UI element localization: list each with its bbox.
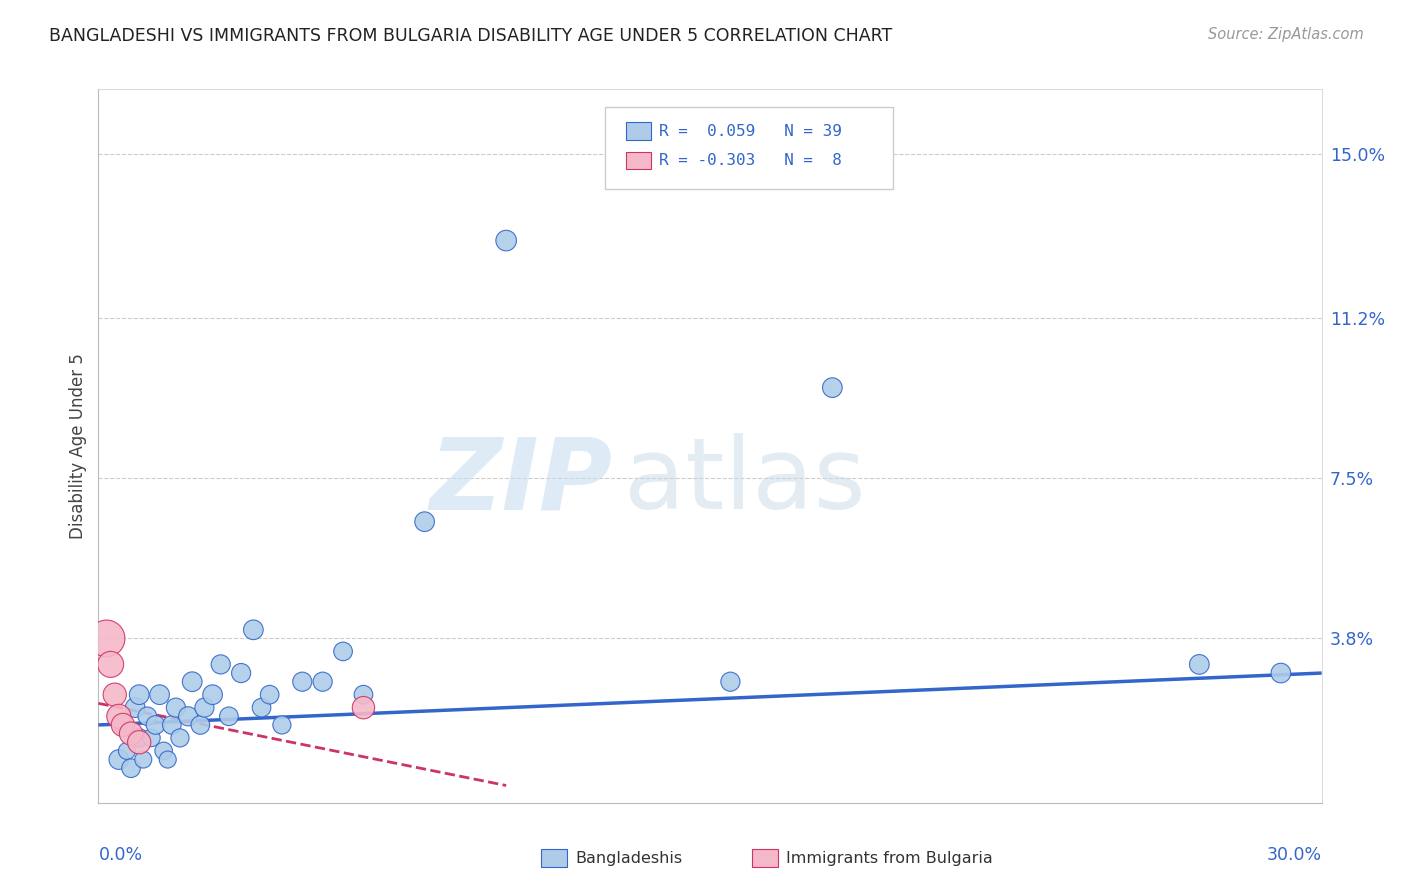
Point bbox=[120, 726, 142, 740]
Point bbox=[201, 688, 224, 702]
Text: Bangladeshis: Bangladeshis bbox=[575, 851, 682, 865]
Point bbox=[128, 735, 150, 749]
Point bbox=[352, 700, 374, 714]
Point bbox=[1270, 666, 1292, 681]
Point bbox=[128, 688, 150, 702]
Text: atlas: atlas bbox=[624, 434, 866, 530]
Text: Immigrants from Bulgaria: Immigrants from Bulgaria bbox=[786, 851, 993, 865]
Point bbox=[104, 688, 127, 702]
Point bbox=[312, 674, 335, 689]
Point bbox=[124, 700, 146, 714]
Point bbox=[218, 709, 240, 723]
Point bbox=[145, 718, 167, 732]
Point bbox=[128, 731, 150, 745]
Point bbox=[111, 718, 134, 732]
Text: ZIP: ZIP bbox=[429, 434, 612, 530]
Point bbox=[149, 688, 172, 702]
Point bbox=[242, 623, 264, 637]
Point bbox=[169, 731, 191, 745]
Point bbox=[100, 657, 122, 672]
Text: R =  0.059   N = 39: R = 0.059 N = 39 bbox=[659, 124, 842, 138]
Text: 30.0%: 30.0% bbox=[1267, 846, 1322, 863]
Point bbox=[332, 644, 354, 658]
Point bbox=[96, 632, 118, 646]
Point bbox=[136, 709, 159, 723]
Point bbox=[193, 700, 215, 714]
Point bbox=[495, 234, 517, 248]
Point bbox=[209, 657, 232, 672]
Point bbox=[152, 744, 174, 758]
Point bbox=[181, 674, 204, 689]
Point bbox=[1188, 657, 1211, 672]
Point bbox=[250, 700, 273, 714]
Point bbox=[160, 718, 183, 732]
Point bbox=[120, 761, 142, 775]
Point bbox=[111, 718, 134, 732]
Point bbox=[352, 688, 374, 702]
Point bbox=[259, 688, 281, 702]
Point bbox=[188, 718, 212, 732]
Point bbox=[231, 666, 253, 681]
Text: Source: ZipAtlas.com: Source: ZipAtlas.com bbox=[1208, 27, 1364, 42]
Text: BANGLADESHI VS IMMIGRANTS FROM BULGARIA DISABILITY AGE UNDER 5 CORRELATION CHART: BANGLADESHI VS IMMIGRANTS FROM BULGARIA … bbox=[49, 27, 893, 45]
Point bbox=[141, 731, 163, 745]
Point bbox=[108, 753, 131, 767]
Point bbox=[115, 744, 138, 758]
Point bbox=[413, 515, 436, 529]
Point bbox=[156, 753, 179, 767]
Point bbox=[165, 700, 187, 714]
Point bbox=[177, 709, 200, 723]
Point bbox=[132, 753, 155, 767]
Point bbox=[821, 381, 844, 395]
Point bbox=[108, 709, 131, 723]
Y-axis label: Disability Age Under 5: Disability Age Under 5 bbox=[69, 353, 87, 539]
Text: 0.0%: 0.0% bbox=[98, 846, 142, 863]
Point bbox=[270, 718, 294, 732]
Point bbox=[291, 674, 314, 689]
Text: R = -0.303   N =  8: R = -0.303 N = 8 bbox=[659, 153, 842, 168]
Point bbox=[720, 674, 742, 689]
